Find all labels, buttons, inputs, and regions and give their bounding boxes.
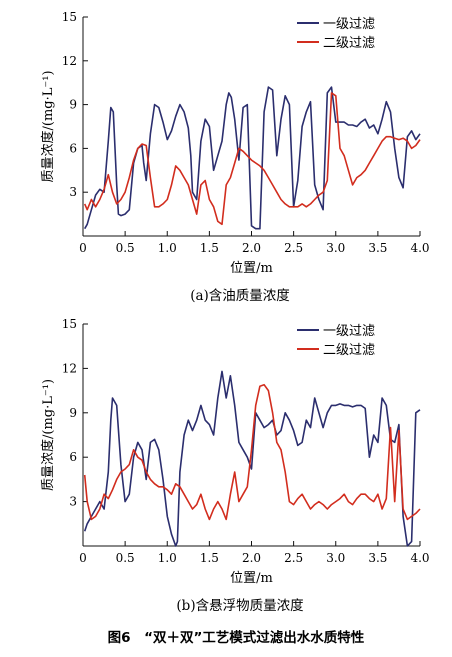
- chart-panel-b: 3 6 9 12 15 0 0.5 1.0 1.5 2.0 2.5 3.0 3.5 4.0 位置/m 质量浓度…: [40, 317, 430, 614]
- x-tick-label: 1.0: [158, 241, 177, 255]
- x-tick-label: 2.0: [242, 241, 261, 255]
- legend-label-2: 二级过滤: [323, 343, 375, 358]
- x-tick-label: 1.5: [200, 551, 219, 565]
- x-tick-label: 2.0: [242, 551, 261, 565]
- x-tick-label: 1.0: [158, 551, 177, 565]
- legend-label-2: 二级过滤: [323, 36, 375, 51]
- y-tick-label: 3: [69, 495, 77, 509]
- y-tick-label: 12: [62, 54, 77, 68]
- figure-caption: 图6 “双＋双”工艺模式过滤出水水质特性: [108, 629, 365, 646]
- y-tick-label: 6: [69, 141, 77, 155]
- x-tick-label: 1.5: [200, 241, 219, 255]
- x-tick-label: 2.5: [284, 241, 303, 255]
- x-tick-label: 0.5: [116, 551, 135, 565]
- y-tick-label: 6: [69, 450, 77, 464]
- x-tick-label: 4.0: [410, 551, 429, 565]
- x-tick-label: 3.5: [368, 551, 387, 565]
- y-axis-label: 质量浓度/(mg·L⁻¹): [40, 70, 56, 182]
- x-tick-label: 3.0: [326, 551, 345, 565]
- x-tick-label: 0: [79, 551, 87, 565]
- y-axis-label: 质量浓度/(mg·L⁻¹): [40, 379, 56, 491]
- x-tick-label: 3.5: [368, 241, 387, 255]
- x-tick-label: 2.5: [284, 551, 303, 565]
- chart-panel-a: 3 6 9 12 15 0 0.5 1.0 1.5 2.0 2.5 3.0 3.5 4.0 位置/m 质量浓度…: [40, 10, 430, 304]
- y-tick-label: 12: [62, 361, 77, 375]
- x-axis-label: 位置/m: [230, 261, 273, 276]
- x-tick-label: 3.0: [326, 241, 345, 255]
- series-line-2: [83, 92, 421, 226]
- series-line-2: [83, 383, 421, 521]
- x-axis-label: 位置/m: [230, 571, 273, 586]
- y-tick-label: 9: [69, 406, 77, 420]
- legend-label-1: 一级过滤: [323, 324, 375, 339]
- panel-caption: (b)含悬浮物质量浓度: [176, 598, 303, 614]
- y-tick-label: 15: [62, 10, 77, 24]
- panel-caption: (a)含油质量浓度: [190, 288, 290, 304]
- legend-label-1: 一级过滤: [323, 17, 375, 32]
- x-tick-label: 0.5: [116, 241, 135, 255]
- y-tick-label: 15: [62, 317, 77, 331]
- series-line-1: [83, 370, 421, 547]
- y-tick-label: 3: [69, 185, 77, 199]
- x-tick-label: 0: [79, 241, 87, 255]
- x-tick-label: 4.0: [410, 241, 429, 255]
- y-tick-label: 9: [69, 98, 77, 112]
